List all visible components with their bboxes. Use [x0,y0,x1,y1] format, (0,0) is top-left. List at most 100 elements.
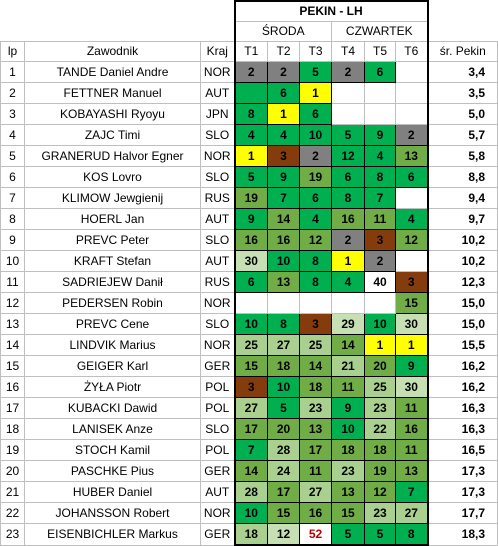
row-t3: 5 [299,61,332,83]
row-name: TANDE Daniel Andre [24,61,201,83]
row-name: KRAFT Stefan [24,250,201,272]
row-t3: 8 [299,250,332,272]
row-t6: 30 [395,313,429,335]
row-t2: 2 [267,61,300,83]
row-t1: 19 [233,187,268,209]
row-t1: 8 [233,103,268,125]
row-name: GEIGER Karl [24,355,201,377]
row-t2: 12 [267,523,300,546]
row-t3: 18 [299,376,332,398]
row-avg: 5,7 [427,124,498,146]
row-name: PEDERSEN Robin [24,292,201,314]
row-t4: 8 [331,187,365,209]
row-t5: 20 [364,355,396,377]
row-lp: 23 [0,523,25,546]
row-country: SLO [200,313,235,335]
row-avg: 16,5 [427,439,498,461]
row-t5: 5 [364,523,396,546]
row-country: POL [200,376,235,398]
row-country: SLO [200,229,235,251]
row-t3: 27 [299,481,332,503]
row-t6: 27 [395,502,429,524]
row-t1: 3 [233,376,268,398]
row-t2: 4 [267,124,300,146]
row-t1: 28 [233,481,268,503]
table-row: 13 PREVC Cene SLO 10 8 3 29 10 30 15,0 [0,313,498,335]
row-t3: 23 [299,397,332,419]
row-t2: 8 [267,313,300,335]
table-row: 6 KOS Lovro SLO 5 9 19 6 8 6 8,8 [0,166,498,188]
row-country: GER [200,523,235,546]
table-row: 5 GRANERUD Halvor Egner NOR 1 3 2 12 4 13 5,8 [0,145,498,167]
row-t5: 3 [364,229,396,251]
row-t2: 14 [267,208,300,230]
row-lp: 3 [0,103,25,125]
row-name: JOHANSSON Robert [24,502,201,524]
row-avg: 10,2 [427,229,498,251]
row-t4: 6 [331,166,365,188]
row-t4: 14 [331,334,365,356]
row-t5: 23 [364,397,396,419]
row-name: LANISEK Anze [24,418,201,440]
row-name: HUBER Daniel [24,481,201,503]
row-t4 [331,82,365,104]
row-name: LINDVIK Marius [24,334,201,356]
header-country: Kraj [200,41,235,62]
header-t3: T3 [299,41,332,62]
row-t1: 2 [233,61,268,83]
row-t4: 29 [331,313,365,335]
table-row: 23 EISENBICHLER Markus GER 18 12 52 5 5 8 18,3 [0,523,498,546]
row-country: SLO [200,166,235,188]
row-lp: 12 [0,292,25,314]
row-t2: 27 [267,334,300,356]
row-t1: 14 [233,460,268,482]
row-t4: 5 [331,523,365,546]
row-country: AUT [200,481,235,503]
row-country: GER [200,355,235,377]
row-t1: 25 [233,334,268,356]
row-avg: 16,2 [427,376,498,398]
header-name: Zawodnik [24,41,201,62]
row-t5: 6 [364,61,396,83]
table-row: 3 KOBAYASHI Ryoyu JPN 8 1 6 5,0 [0,103,498,125]
table-row: 10 KRAFT Stefan AUT 30 10 8 1 2 10,2 [0,250,498,272]
row-t1: 10 [233,313,268,335]
row-t4: 2 [331,61,365,83]
row-avg: 5,8 [427,145,498,167]
row-t3: 13 [299,418,332,440]
row-t2: 9 [267,166,300,188]
table-row: 20 PASCHKE Pius GER 14 24 11 23 19 13 17,3 [0,460,498,482]
row-country: SLO [200,124,235,146]
row-t3: 52 [299,523,332,546]
row-t3: 11 [299,460,332,482]
table-title: PEKIN - LH [233,0,429,22]
row-lp: 14 [0,334,25,356]
row-name: KLIMOW Jewgienij [24,187,201,209]
row-country: NOR [200,334,235,356]
row-t6 [395,82,429,104]
title-row: PEKIN - LH [1,0,498,22]
row-t4: 23 [331,460,365,482]
row-avg: 16,3 [427,418,498,440]
row-t5: 4 [364,145,396,167]
row-lp: 13 [0,313,25,335]
row-lp: 21 [0,481,25,503]
row-name: PREVC Peter [24,229,201,251]
header-lp: lp [0,41,25,62]
table-row: 22 JOHANSSON Robert NOR 10 15 16 15 23 27 17,7 [0,502,498,524]
row-t2: 13 [267,271,300,293]
row-t5: 9 [364,124,396,146]
row-t6: 13 [395,460,429,482]
row-lp: 15 [0,355,25,377]
row-t6: 7 [395,481,429,503]
header-t5: T5 [364,41,396,62]
row-country: JPN [200,103,235,125]
row-t1: 7 [233,439,268,461]
row-t6: 16 [395,418,429,440]
row-t2: 10 [267,376,300,398]
row-t3: 6 [299,103,332,125]
row-country: NOR [200,145,235,167]
group-day1: ŚRODA [233,21,332,42]
row-t1 [233,292,268,314]
